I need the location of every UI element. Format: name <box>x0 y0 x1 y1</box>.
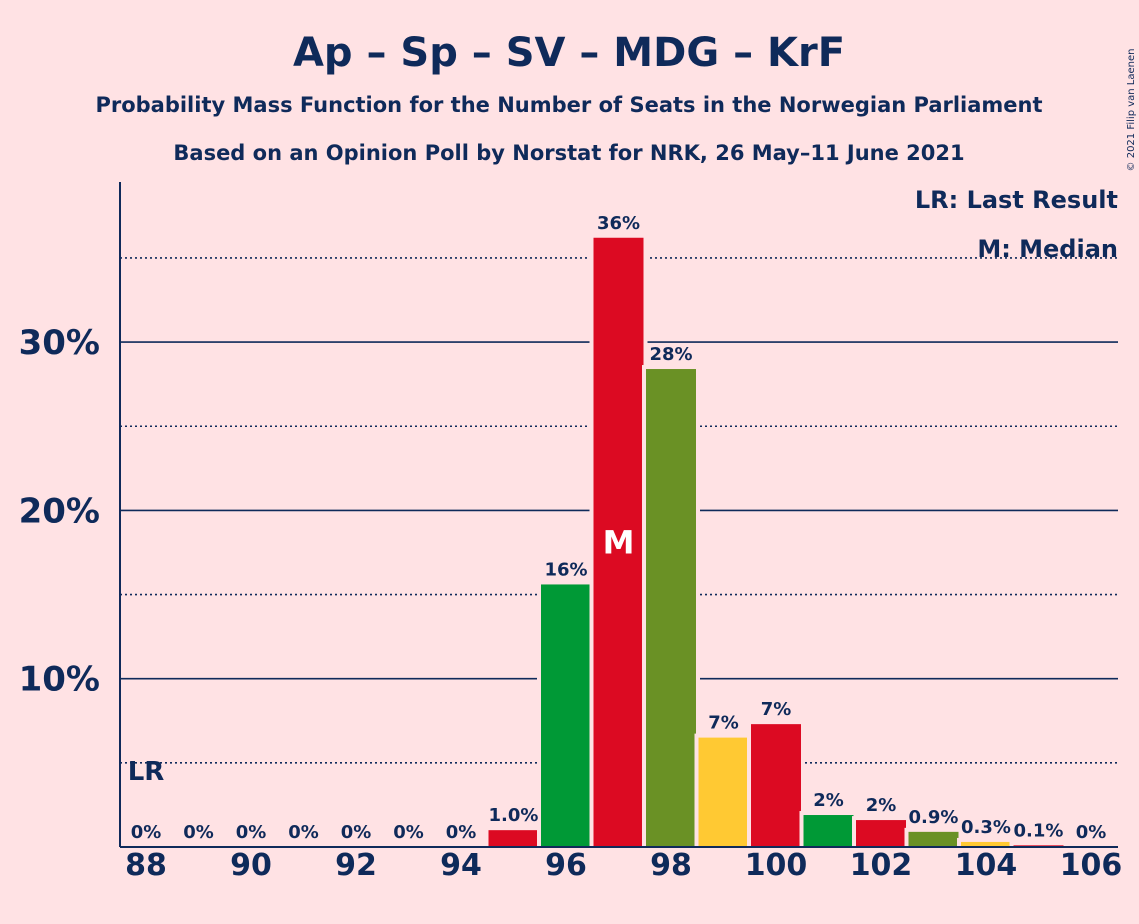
data-label: 0.1% <box>1014 820 1064 841</box>
data-label: 7% <box>761 699 792 720</box>
data-label: 0% <box>236 822 267 843</box>
x-tick-label: 98 <box>650 848 692 883</box>
bar <box>961 841 1011 847</box>
y-tick-label: 30% <box>19 323 100 363</box>
data-label: 7% <box>708 713 739 734</box>
data-label: 0% <box>1076 822 1107 843</box>
x-tick-label: 90 <box>230 848 272 883</box>
bar-halo <box>1009 841 1068 847</box>
data-label: 0% <box>341 822 372 843</box>
data-label: 2% <box>813 790 844 811</box>
chart-subtitle-1: Probability Mass Function for the Number… <box>95 93 1042 117</box>
data-label: 28% <box>649 344 692 365</box>
data-label: 0.9% <box>909 807 959 828</box>
copyright-note: © 2021 Filip van Laenen <box>1126 49 1137 172</box>
last-result-marker: LR <box>128 757 165 787</box>
x-tick-label: 104 <box>955 848 1018 883</box>
legend-median: M: Median <box>977 235 1118 263</box>
bar <box>803 815 854 847</box>
data-label: 0% <box>393 822 424 843</box>
x-tick-label: 88 <box>125 848 167 883</box>
markers: M LR <box>128 523 635 787</box>
x-tick-label: 100 <box>745 848 808 883</box>
x-tick-label: 94 <box>440 848 482 883</box>
bars <box>484 233 1068 847</box>
data-label: 0% <box>288 822 319 843</box>
median-marker: M <box>603 523 635 561</box>
y-tick-label: 20% <box>19 491 100 531</box>
bar <box>541 584 591 847</box>
y-axis: 10% 20% 30% <box>19 182 121 847</box>
x-tick-label: 92 <box>335 848 377 883</box>
y-tick-label: 10% <box>19 660 100 700</box>
chart-subtitle-2: Based on an Opinion Poll by Norstat for … <box>173 141 964 165</box>
data-label: 0.3% <box>961 817 1011 838</box>
data-label: 36% <box>597 213 640 234</box>
bar <box>908 831 959 847</box>
data-labels: 0% 0% 0% 0% 0% 0% 0%1.0%16%36%28%7%7%2% 2%0.9% 0… <box>131 213 1107 843</box>
bar <box>698 737 749 847</box>
data-label: 2% <box>866 795 897 816</box>
chart-title: Ap – Sp – SV – MDG – KrF <box>293 30 845 76</box>
data-label: 16% <box>544 559 587 580</box>
data-label: 1.0% <box>489 805 539 826</box>
bar <box>751 724 801 847</box>
data-label: 0% <box>131 822 162 843</box>
legend-last-result: LR: Last Result <box>915 186 1118 214</box>
bar <box>856 820 906 847</box>
x-tick-label: 96 <box>545 848 587 883</box>
bar <box>488 830 539 847</box>
bar <box>646 369 696 847</box>
bar <box>593 237 644 847</box>
x-tick-label: 106 <box>1060 848 1123 883</box>
data-label: 0% <box>446 822 477 843</box>
x-axis: 88 90 92 94 96 98 100 102 104 106 <box>120 846 1123 883</box>
data-label: 0% <box>183 822 214 843</box>
x-tick-label: 102 <box>850 848 913 883</box>
